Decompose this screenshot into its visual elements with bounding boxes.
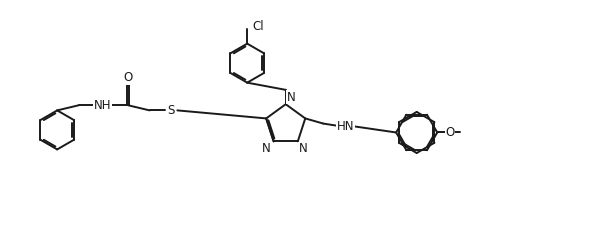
Text: O: O: [445, 126, 455, 139]
Text: S: S: [168, 104, 175, 117]
Text: N: N: [299, 142, 308, 155]
Text: O: O: [124, 71, 133, 84]
Text: Cl: Cl: [252, 20, 264, 33]
Text: N: N: [287, 91, 295, 104]
Text: N: N: [262, 142, 271, 155]
Text: NH: NH: [94, 99, 111, 112]
Text: HN: HN: [337, 120, 355, 133]
